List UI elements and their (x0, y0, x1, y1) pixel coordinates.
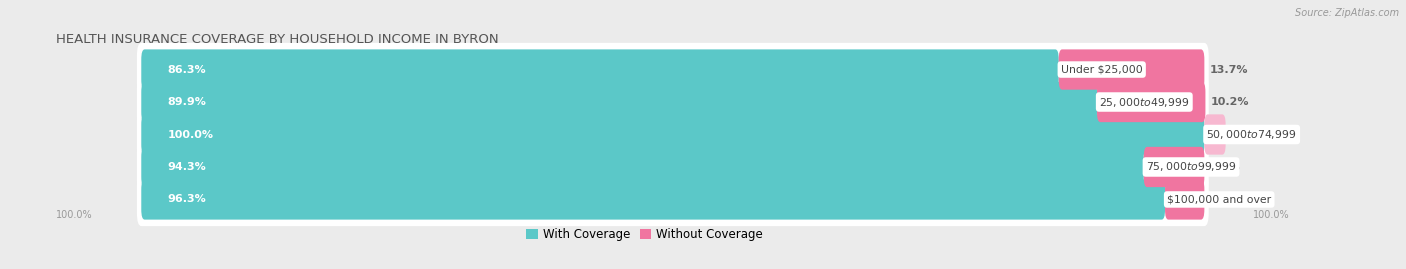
FancyBboxPatch shape (136, 75, 1209, 129)
FancyBboxPatch shape (136, 173, 1209, 226)
FancyBboxPatch shape (141, 82, 1097, 122)
Text: $25,000 to $49,999: $25,000 to $49,999 (1099, 95, 1189, 108)
Text: 86.3%: 86.3% (167, 65, 207, 75)
Text: HEALTH INSURANCE COVERAGE BY HOUSEHOLD INCOME IN BYRON: HEALTH INSURANCE COVERAGE BY HOUSEHOLD I… (56, 33, 499, 46)
Text: 5.7%: 5.7% (1209, 162, 1240, 172)
FancyBboxPatch shape (141, 147, 1143, 187)
Text: 89.9%: 89.9% (167, 97, 207, 107)
FancyBboxPatch shape (136, 140, 1209, 194)
FancyBboxPatch shape (1143, 147, 1205, 187)
Text: 100.0%: 100.0% (1253, 210, 1289, 220)
Text: 100.0%: 100.0% (56, 210, 93, 220)
FancyBboxPatch shape (1205, 114, 1226, 155)
Text: 13.7%: 13.7% (1209, 65, 1249, 75)
Text: $75,000 to $99,999: $75,000 to $99,999 (1146, 161, 1236, 174)
Text: $50,000 to $74,999: $50,000 to $74,999 (1206, 128, 1296, 141)
Text: 100.0%: 100.0% (167, 129, 214, 140)
Text: Under $25,000: Under $25,000 (1062, 65, 1143, 75)
FancyBboxPatch shape (141, 114, 1205, 155)
FancyBboxPatch shape (136, 43, 1209, 96)
FancyBboxPatch shape (1166, 179, 1205, 220)
Text: 96.3%: 96.3% (167, 194, 207, 204)
FancyBboxPatch shape (1097, 82, 1205, 122)
Text: $100,000 and over: $100,000 and over (1167, 194, 1271, 204)
Text: Source: ZipAtlas.com: Source: ZipAtlas.com (1295, 8, 1399, 18)
FancyBboxPatch shape (141, 49, 1059, 90)
Legend: With Coverage, Without Coverage: With Coverage, Without Coverage (522, 223, 768, 246)
Text: 10.2%: 10.2% (1211, 97, 1250, 107)
FancyBboxPatch shape (141, 179, 1166, 220)
FancyBboxPatch shape (1059, 49, 1205, 90)
Text: 0.0%: 0.0% (1230, 129, 1261, 140)
Text: 94.3%: 94.3% (167, 162, 207, 172)
FancyBboxPatch shape (136, 108, 1209, 161)
Text: 3.7%: 3.7% (1209, 194, 1240, 204)
